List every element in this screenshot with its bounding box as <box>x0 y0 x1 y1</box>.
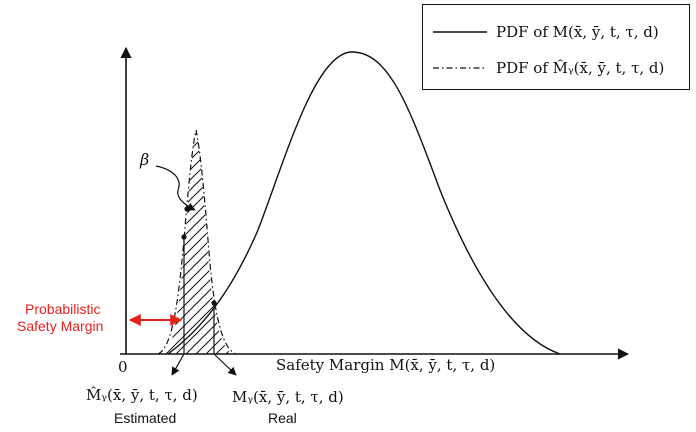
estimated-dot <box>181 234 187 240</box>
probabilistic-label-line2: Safety Margin <box>17 318 104 334</box>
legend-solid-swatch <box>433 31 487 33</box>
beta-pointer-arrow <box>155 165 196 211</box>
legend-row-estimated: PDF of M̂ᵧ(x̄, ȳ, t, τ, d) <box>423 53 689 83</box>
real-pdf-curve <box>167 51 561 355</box>
legend-row-real: PDF of M(x̄, ȳ, t, τ, d) <box>423 17 689 47</box>
origin-label: 0 <box>118 358 128 376</box>
real-formula: Mᵧ(x̄, ȳ, t, τ, d) <box>232 388 344 406</box>
estimated-pointer-arrow <box>171 353 185 376</box>
estimated-label: Estimated <box>114 410 177 426</box>
estimated-pdf-curve <box>157 129 237 355</box>
real-dot <box>211 300 217 306</box>
probabilistic-label-line1: Probabilistic <box>25 301 101 317</box>
estimated-formula: M̂ᵧ(x̄, ȳ, t, τ, d) <box>86 386 198 404</box>
legend-label-estimated: PDF of M̂ᵧ(x̄, ȳ, t, τ, d) <box>496 59 665 77</box>
x-axis-label: Safety Margin M(x̄, ȳ, t, τ, d) <box>276 356 496 374</box>
legend-dashdot-swatch <box>433 67 487 69</box>
real-label: Real <box>268 410 297 426</box>
legend-box: PDF of M(x̄, ȳ, t, τ, d) PDF of M̂ᵧ(x̄, … <box>422 4 690 90</box>
beta-label: β <box>140 150 150 169</box>
legend-label-real: PDF of M(x̄, ȳ, t, τ, d) <box>496 23 659 41</box>
real-pointer-arrow <box>213 353 237 376</box>
